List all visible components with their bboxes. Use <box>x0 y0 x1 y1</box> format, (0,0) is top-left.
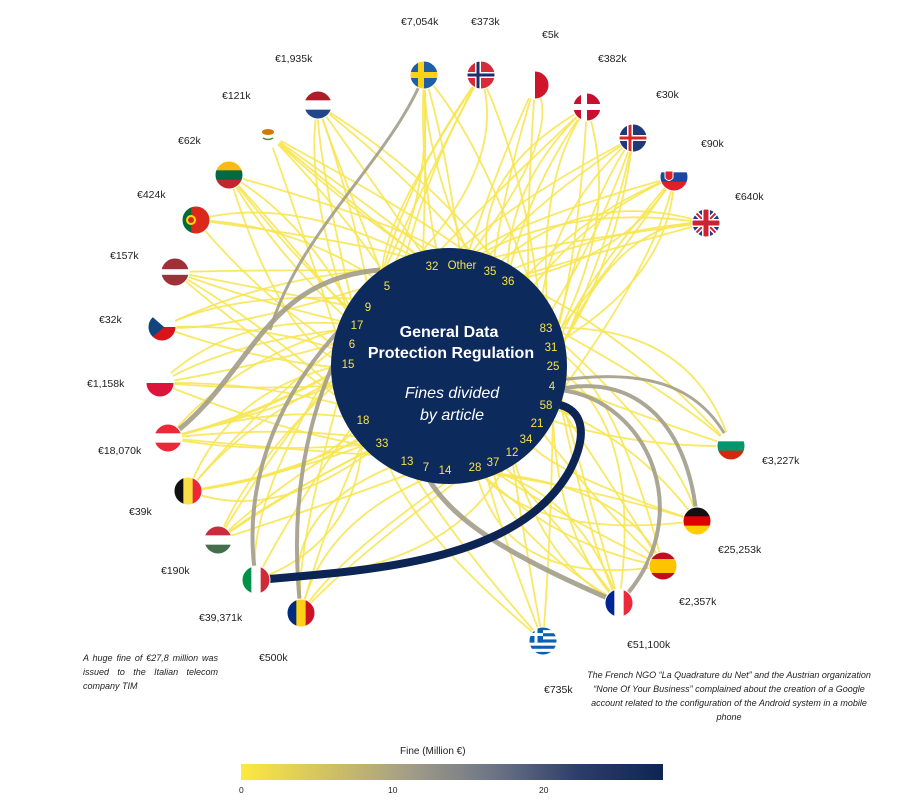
article-label-other: Other <box>448 260 477 272</box>
flag-greece <box>529 627 557 656</box>
flag-belgium <box>174 477 203 505</box>
fine-amount-uk: €640k <box>735 191 764 203</box>
article-label-36: 36 <box>502 276 515 288</box>
fine-amount-denmark: €382k <box>598 53 627 65</box>
flag-bulgaria <box>717 432 745 461</box>
article-label-5: 5 <box>384 281 390 293</box>
article-label-9: 9 <box>365 302 371 314</box>
flag-hungary <box>204 526 232 555</box>
article-label-18: 18 <box>357 415 370 427</box>
fine-amount-germany: €25,253k <box>718 544 762 556</box>
flag-austria <box>154 424 182 453</box>
flag-malta <box>521 71 550 99</box>
legend-tick-0: 0 <box>239 785 244 795</box>
fine-amount-czech: €32k <box>99 314 123 326</box>
legend-color-scale <box>241 764 663 780</box>
article-label-32: 32 <box>426 261 439 273</box>
article-label-33: 33 <box>376 438 389 450</box>
flag-poland <box>146 369 174 398</box>
article-label-31: 31 <box>545 342 558 354</box>
flag-sweden <box>410 61 438 89</box>
article-label-14: 14 <box>439 465 452 477</box>
fine-amount-cyprus: €121k <box>222 90 251 102</box>
flag-latvia <box>161 258 189 287</box>
flag-cyprus <box>254 120 282 148</box>
article-label-13: 13 <box>401 456 414 468</box>
flag-iceland <box>619 124 647 152</box>
legend-tick-10: 10 <box>388 785 397 795</box>
hub-title-line1: General Data <box>400 324 499 341</box>
fine-amount-hungary: €190k <box>161 565 190 577</box>
fine-amount-portugal: €424k <box>137 189 166 201</box>
hub-subtitle-line2: by article <box>420 407 484 424</box>
flag-germany <box>683 507 711 536</box>
flag-uk <box>692 209 720 237</box>
fine-amount-austria: €18,070k <box>98 445 142 457</box>
fine-amount-slovakia: €90k <box>701 138 725 150</box>
article-label-15: 15 <box>342 359 355 371</box>
flag-denmark <box>573 93 601 121</box>
fine-amount-italy: €39,371k <box>199 612 243 624</box>
flag-netherlands <box>304 91 332 120</box>
flag-lithuania <box>215 161 243 190</box>
fine-amount-lithuania: €62k <box>178 135 202 147</box>
fine-amount-netherlands: €1,935k <box>275 53 313 65</box>
flag-czech <box>148 313 176 342</box>
fine-amount-norway: €373k <box>471 16 500 28</box>
article-label-25: 25 <box>547 361 560 373</box>
article-label-28: 28 <box>469 462 482 474</box>
flag-romania <box>287 599 316 627</box>
article-label-83: 83 <box>540 323 553 335</box>
fine-amount-iceland: €30k <box>656 89 680 101</box>
hub-title-line2: Protection Regulation <box>368 345 534 362</box>
flag-france <box>605 589 634 617</box>
flag-spain <box>649 552 677 581</box>
hub-subtitle-line1: Fines divided <box>405 385 500 402</box>
article-label-17: 17 <box>351 320 364 332</box>
article-label-34: 34 <box>520 434 533 446</box>
flag-slovakia <box>660 163 688 192</box>
fine-amount-france: €51,100k <box>627 639 671 651</box>
fine-link <box>297 461 407 613</box>
legend-title: Fine (Million €) <box>400 746 466 757</box>
fine-amount-spain: €2,357k <box>679 596 717 608</box>
article-label-21: 21 <box>531 418 544 430</box>
fine-amount-greece: €735k <box>544 684 573 696</box>
fine-amount-romania: €500k <box>259 652 288 664</box>
article-label-7: 7 <box>423 462 429 474</box>
fine-amount-malta: €5k <box>542 29 560 41</box>
article-label-58: 58 <box>540 400 553 412</box>
flag-italy <box>242 566 271 594</box>
fine-amount-bulgaria: €3,227k <box>762 455 800 467</box>
article-label-4: 4 <box>549 381 556 393</box>
note-france-google: The French NGO “La Quadrature du Net” an… <box>584 668 874 724</box>
legend-tick-20: 20 <box>539 785 548 795</box>
fine-amount-sweden: €7,054k <box>401 16 439 28</box>
article-label-12: 12 <box>506 447 519 459</box>
fine-amount-belgium: €39k <box>129 506 153 518</box>
article-label-37: 37 <box>487 457 500 469</box>
gdpr-hub <box>331 248 567 484</box>
article-label-35: 35 <box>484 266 497 278</box>
flag-portugal <box>182 206 211 234</box>
fine-amount-latvia: €157k <box>110 250 139 262</box>
fine-amount-poland: €1,158k <box>87 378 125 390</box>
flag-norway <box>467 61 495 89</box>
note-italy-tim: A huge fine of €27,8 million was issued … <box>83 651 218 693</box>
article-label-6: 6 <box>349 339 355 351</box>
